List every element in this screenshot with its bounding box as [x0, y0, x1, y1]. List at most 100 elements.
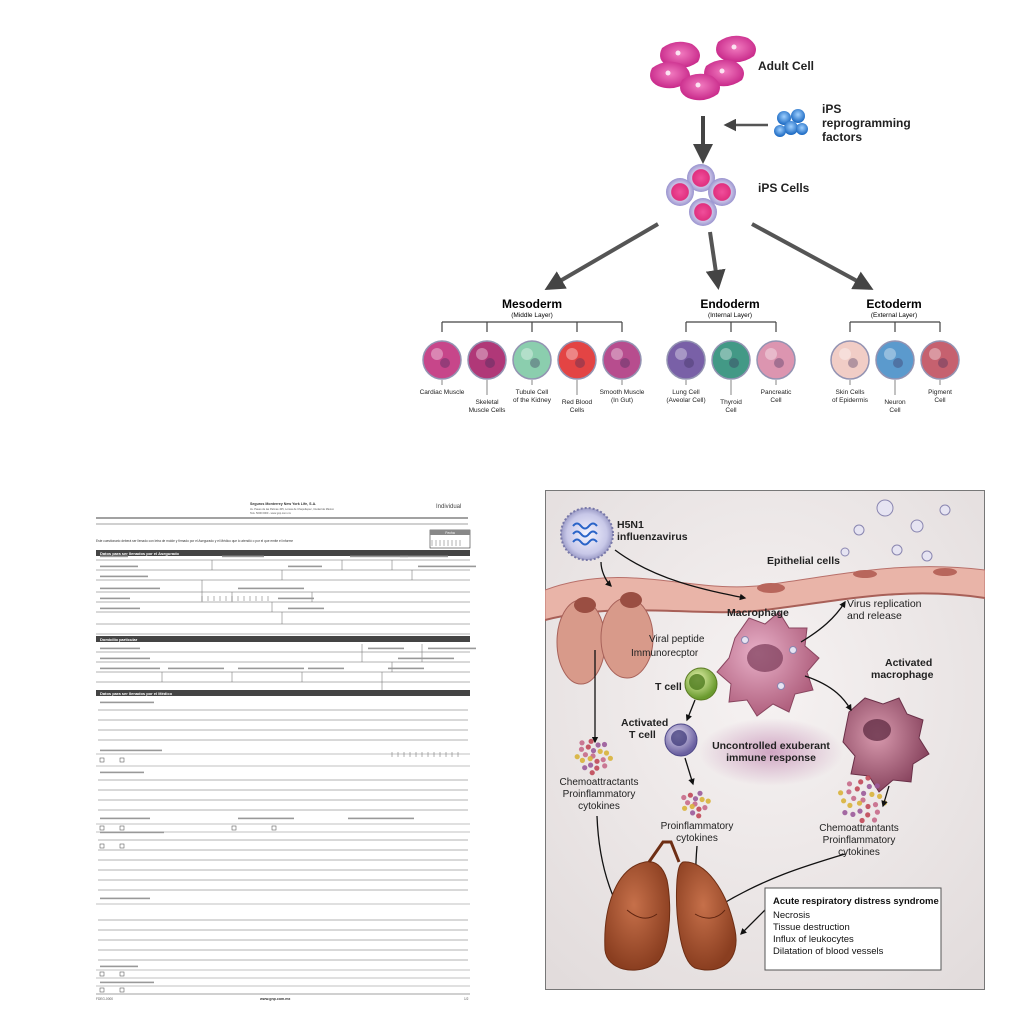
layer-endoderm-sub: (Internal Layer) [708, 312, 752, 319]
ards-item: Necrosis [773, 910, 810, 921]
form-checkbox[interactable] [119, 757, 125, 763]
released-virions [840, 499, 951, 562]
form-checkbox[interactable] [271, 825, 277, 831]
t-cell-label: T cell [655, 681, 682, 693]
form-checkbox[interactable] [99, 987, 105, 993]
proinflam-mid-2: cytokines [676, 833, 718, 844]
ards-box [764, 887, 942, 971]
chemo-left-1: Chemoattractants [560, 777, 639, 788]
activated-macrophage-label-2: macrophage [871, 669, 934, 681]
derived-cell-label: Cell [889, 407, 901, 414]
claim-form-sheet: Seguros Monterrey New York Life, S.A. Av… [96, 502, 484, 1001]
virus-label-2: influenzavirus [617, 531, 688, 543]
layer-mesoderm-sub: (Middle Layer) [511, 312, 553, 319]
form-checkbox[interactable] [119, 987, 125, 993]
immunoreceptor-label: Immunorecptor [631, 648, 699, 659]
activated-t-label-1: Activated [621, 717, 668, 729]
form-checkbox[interactable] [231, 825, 237, 831]
reprogramming-factors-icon [774, 109, 808, 137]
derived-cell-label: Smooth Muscle [600, 389, 645, 396]
macrophage-icon [716, 611, 820, 717]
cytokine-cluster-middle [681, 790, 711, 819]
derived-cell-5: Lung Cell(Aveolar Cell) [666, 340, 706, 404]
derived-cell-label: Tubule Cell [516, 389, 549, 396]
h5n1-immune-diagram: H5N1 influenzavirus Epithelial cells Mac… [544, 490, 986, 990]
replication-label-1: Virus replication [847, 598, 922, 610]
virus-label-1: H5N1 [617, 519, 644, 531]
derived-cell-label: (Aveolar Cell) [666, 397, 705, 404]
adult-cell-label: Adult Cell [758, 59, 814, 73]
macrophage-label: Macrophage [727, 607, 789, 619]
replication-label-2: and release [847, 610, 902, 622]
uncontrolled-label-1: Uncontrolled exuberant [712, 740, 830, 752]
derived-cell-label: Cells [570, 407, 585, 414]
form-phone: Tels. 5000 0000 - www.gnp.com.mx [250, 511, 292, 515]
proinflam-mid-1: Proinflammatory [661, 821, 734, 832]
derived-cell-4: Smooth Muscle(In Gut) [600, 340, 645, 404]
layer-brackets [441, 321, 941, 332]
ards-item: Influx of leukocytes [773, 934, 854, 945]
derived-cell-label: Neuron [884, 399, 906, 406]
derived-cell-label: Skeletal [475, 399, 499, 406]
h5n1-figure: H5N1 influenzavirus Epithelial cells Mac… [544, 490, 986, 990]
factors-label-3: factors [822, 130, 862, 144]
derived-cell-label: of the Kidney [513, 397, 552, 404]
activated-macrophage-label-1: Activated [885, 657, 932, 669]
layer-endoderm: Endoderm [700, 297, 759, 311]
form-instructions: Este cuestionario deberá ser llenado con… [96, 539, 293, 543]
ards-item: Tissue destruction [773, 922, 850, 933]
form-section-insured: Datos para ser llenados por el Asegurado [100, 551, 180, 556]
chemo-right-3: cytokines [838, 847, 880, 858]
form-footer-code: FDEG-0000 [96, 997, 113, 1001]
activated-macrophage-icon [842, 697, 930, 793]
form-company: Seguros Monterrey New York Life, S.A. [250, 502, 316, 506]
form-checkbox[interactable] [119, 971, 125, 977]
cytokine-cluster-right [838, 775, 887, 824]
form-checkbox[interactable] [119, 843, 125, 849]
branch-arrow-ectoderm [751, 222, 874, 290]
factors-label-1: iPS [822, 102, 841, 116]
derived-cell-label: Pigment [928, 389, 952, 396]
activated-t-label-2: T cell [629, 729, 656, 741]
adult-cells-icon [650, 35, 756, 101]
layer-mesoderm: Mesoderm [502, 297, 562, 311]
form-checkbox[interactable] [99, 825, 105, 831]
ips-diagram: Adult Cell iPS reprogramming factors iPS… [420, 35, 960, 414]
form-checkbox[interactable] [99, 843, 105, 849]
claim-form-document: Seguros Monterrey New York Life, S.A. Av… [92, 494, 484, 1002]
derived-cell-label: (In Gut) [611, 397, 633, 404]
ards-item: Dilatation of blood vessels [773, 946, 884, 957]
form-checkbox[interactable] [99, 757, 105, 763]
form-footer-page: 1/2 [464, 997, 469, 1001]
activated-t-cell-icon [664, 723, 698, 757]
form-checkbox[interactable] [99, 971, 105, 977]
derived-cell-label: Muscle Cells [469, 407, 507, 414]
viral-peptide-label: Viral peptide [649, 634, 705, 645]
ips-cells-label: iPS Cells [758, 181, 810, 195]
chemo-right-2: Proinflammatory [823, 835, 896, 846]
derived-cell-0: Cardiac Muscle [420, 340, 465, 396]
derived-cell-label: Cell [770, 397, 782, 404]
uncontrolled-label-2: immune response [726, 752, 816, 764]
t-cell-icon [684, 667, 718, 701]
form-checkbox[interactable] [119, 825, 125, 831]
chemo-left-2: Proinflammatory [563, 789, 636, 800]
h5n1-virus-icon [560, 507, 614, 561]
epithelial-cell [556, 599, 606, 685]
derived-cell-label: Lung Cell [672, 389, 700, 396]
derived-cell-label: Thyroid [720, 399, 742, 406]
branch-arrow-mesoderm [544, 222, 660, 291]
derived-cell-label: Skin Cells [836, 389, 866, 396]
derived-cell-label: Cardiac Muscle [420, 389, 465, 396]
epithelial-cell [600, 597, 654, 679]
derived-cell-label: Cell [934, 397, 946, 404]
factors-label-2: reprogramming [822, 116, 911, 130]
form-address: Av. Paseo de las Palmas 405, Lomas de Ch… [250, 507, 335, 511]
